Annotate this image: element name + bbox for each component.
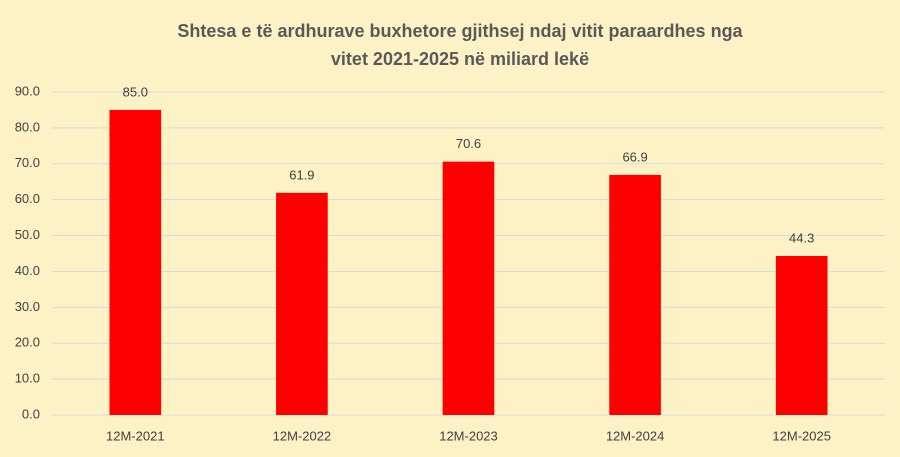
- bar: [109, 109, 162, 415]
- x-tick-label: 12M-2021: [106, 428, 165, 443]
- x-tick-label: 12M-2024: [606, 428, 665, 443]
- x-tick-label: 12M-2025: [772, 428, 831, 443]
- y-tick-label: 70.0: [15, 155, 40, 170]
- bar: [442, 161, 495, 415]
- y-tick-label: 40.0: [15, 263, 40, 278]
- y-tick-label: 30.0: [15, 299, 40, 314]
- data-label: 70.6: [456, 136, 481, 151]
- y-tick-label: 80.0: [15, 119, 40, 134]
- y-tick-label: 20.0: [15, 335, 40, 350]
- data-label: 44.3: [789, 230, 814, 245]
- data-label: 61.9: [289, 167, 314, 182]
- chart-title: Shtesa e të ardhurave buxhetore gjithsej…: [177, 21, 743, 41]
- y-tick-label: 10.0: [15, 371, 40, 386]
- y-tick-label: 0.0: [22, 406, 40, 421]
- data-label: 85.0: [123, 84, 148, 99]
- y-tick-label: 50.0: [15, 227, 40, 242]
- bar: [276, 192, 328, 415]
- data-label: 66.9: [622, 149, 647, 164]
- x-tick-label: 12M-2023: [439, 428, 498, 443]
- y-tick-label: 60.0: [15, 191, 40, 206]
- bar: [609, 174, 661, 415]
- bar: [775, 256, 828, 415]
- x-tick-label: 12M-2022: [273, 428, 332, 443]
- y-tick-label: 90.0: [15, 83, 40, 98]
- chart-title: vitet 2021-2025 në miliard lekë: [331, 49, 589, 69]
